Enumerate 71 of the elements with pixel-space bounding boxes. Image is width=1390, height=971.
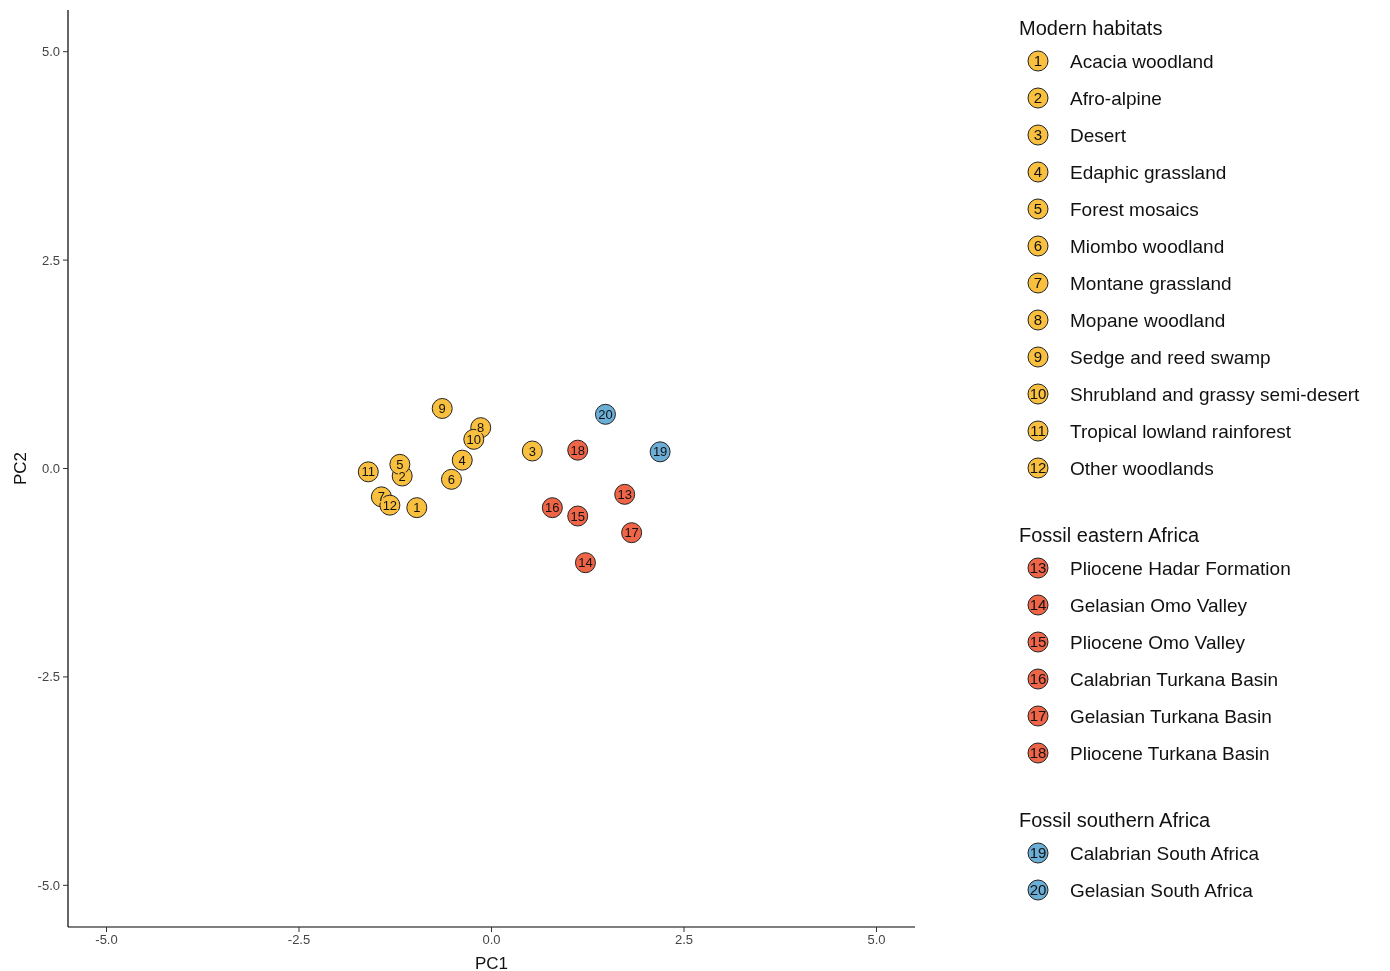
text: 1 <box>1033 52 1043 70</box>
text: Fossil eastern Africa <box>1019 524 1200 546</box>
text: 5 <box>1033 200 1043 218</box>
annotation: 11 <box>361 464 376 480</box>
text: 4 <box>1033 163 1043 181</box>
y-tick-label: -5.0 <box>37 877 60 893</box>
text: 16 <box>1029 670 1047 688</box>
text: 18 <box>1029 744 1047 762</box>
x-axis-title: PC1 <box>474 954 509 971</box>
legend-label: Gelasian Omo Valley <box>1070 594 1248 616</box>
annotation: 3 <box>528 443 536 459</box>
text: Fossil southern Africa <box>1019 809 1212 831</box>
text: 8 <box>1033 311 1043 329</box>
text: 19 <box>1029 844 1047 862</box>
text: 17 <box>1029 707 1047 725</box>
text: 9 <box>1033 348 1043 366</box>
annotation: 16 <box>545 500 560 516</box>
text: 6 <box>1033 237 1043 255</box>
legend-label: Forest mosaics <box>1070 198 1199 220</box>
x-tick-label: -2.5 <box>287 932 311 947</box>
legend-label: Edaphic grassland <box>1070 161 1227 183</box>
annotation: 5 <box>396 456 404 472</box>
legend-label: Gelasian South Africa <box>1070 879 1254 901</box>
legend-label: Pliocene Turkana Basin <box>1070 742 1270 764</box>
text: 10 <box>1029 385 1047 403</box>
text: 3 <box>1033 126 1043 144</box>
legend-label: Pliocene Omo Valley <box>1070 631 1246 653</box>
y-tick-label: -2.5 <box>37 669 60 685</box>
annotation: 1 <box>413 500 421 516</box>
legend-label: Sedge and reed swamp <box>1070 346 1271 368</box>
y-axis-title: PC2 <box>11 451 30 486</box>
text: 11 <box>1030 422 1046 440</box>
x-tick-label: 0.0 <box>482 932 501 947</box>
text: 20 <box>1029 881 1047 899</box>
legend-label: Montane grassland <box>1070 272 1232 294</box>
legend-label: Shrubland and grassy semi-desert <box>1070 383 1361 405</box>
annotation: 15 <box>570 508 585 524</box>
annotation: 18 <box>570 442 585 458</box>
legend-label: Gelasian Turkana Basin <box>1070 705 1272 727</box>
legend-label: Acacia woodland <box>1070 50 1214 72</box>
annotation: 9 <box>438 401 446 417</box>
legend-label: Afro-alpine <box>1070 87 1162 109</box>
legend-label: Mopane woodland <box>1070 309 1226 331</box>
y-tick-label: 0.0 <box>41 461 60 477</box>
text: 13 <box>1029 559 1047 577</box>
legend-label: Desert <box>1070 124 1127 146</box>
annotation: 6 <box>447 471 456 487</box>
text: 15 <box>1029 633 1047 651</box>
x-tick-label: 2.5 <box>674 932 694 947</box>
text: 14 <box>1029 596 1047 614</box>
legend-label: Calabrian South Africa <box>1070 842 1260 864</box>
annotation: 17 <box>624 525 639 541</box>
annotation: 14 <box>578 555 593 571</box>
x-tick-label: 5.0 <box>867 932 886 947</box>
x-tick-label: -5.0 <box>95 932 118 947</box>
annotation: 19 <box>652 444 668 460</box>
legend-label: Tropical lowland rainforest <box>1070 420 1292 442</box>
legend-label: Miombo woodland <box>1070 235 1225 257</box>
legend-label: Other woodlands <box>1070 457 1214 479</box>
y-tick-label: 5.0 <box>41 44 60 60</box>
annotation: 20 <box>598 406 613 422</box>
text: 12 <box>1029 459 1047 477</box>
text: 7 <box>1033 274 1043 292</box>
annotation: 4 <box>458 452 466 468</box>
legend-label: Calabrian Turkana Basin <box>1070 668 1279 690</box>
text: 2 <box>1033 89 1043 107</box>
y-tick-label: 2.5 <box>41 252 60 268</box>
legend-label: Pliocene Hadar Formation <box>1070 557 1291 579</box>
annotation: 13 <box>617 486 632 502</box>
annotation: 10 <box>466 431 482 447</box>
text: Modern habitats <box>1019 17 1163 39</box>
